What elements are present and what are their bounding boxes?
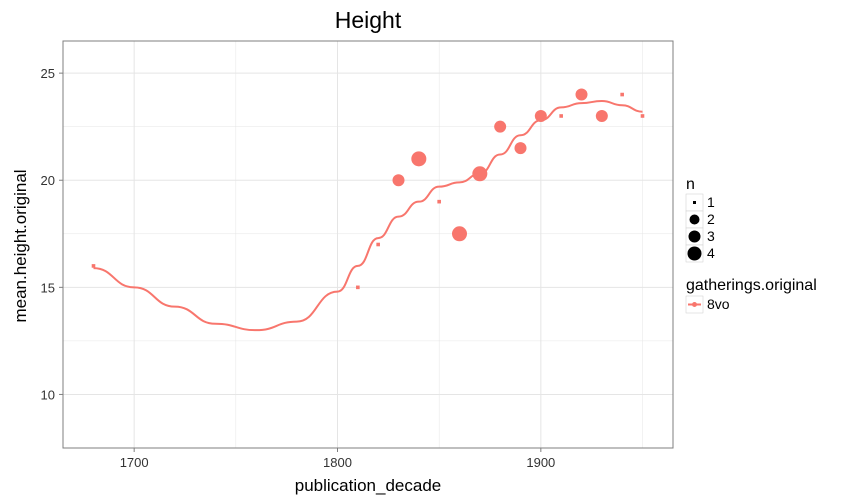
y-axis-title: mean.height.original <box>11 169 30 322</box>
points-layer <box>91 88 645 290</box>
data-point <box>437 199 441 204</box>
data-point <box>514 142 527 155</box>
legend-color-title: gatherings.original <box>686 277 817 294</box>
x-tick-label: 1900 <box>526 455 555 470</box>
y-tick-label: 15 <box>41 280 55 295</box>
x-tick-label: 1800 <box>323 455 352 470</box>
data-point <box>392 174 405 187</box>
legend-key-symbol <box>688 230 701 243</box>
data-point <box>411 151 427 167</box>
data-point <box>91 264 96 268</box>
plot-panel <box>62 40 674 449</box>
smooth-layer <box>93 99 643 332</box>
legend-label: 4 <box>707 245 715 261</box>
data-point <box>620 92 624 97</box>
y-axis: 10 15 20 25 <box>41 66 63 402</box>
data-point <box>472 166 488 182</box>
legend-size-title: n <box>686 176 695 193</box>
x-tick-label: 1700 <box>120 455 149 470</box>
data-point <box>494 120 507 133</box>
legend-key-symbol <box>693 201 696 204</box>
x-axis: 1700 1800 1900 <box>120 448 555 470</box>
chart-title: Height <box>335 7 402 33</box>
legend-key-point <box>692 302 697 307</box>
legend-key-symbol <box>689 214 700 225</box>
data-point <box>534 109 547 122</box>
legend-label: 3 <box>707 228 715 244</box>
smooth-line <box>93 99 643 332</box>
data-point <box>376 242 380 247</box>
grid <box>63 41 673 448</box>
y-tick-label: 25 <box>41 66 55 81</box>
data-point <box>452 226 467 242</box>
y-tick-label: 20 <box>41 173 55 188</box>
legend-label: 8vo <box>707 296 730 312</box>
data-point <box>640 114 645 118</box>
data-point <box>356 285 360 290</box>
y-tick-label: 10 <box>41 387 55 402</box>
legend-label: 1 <box>707 194 715 210</box>
legend-key-symbol <box>687 246 702 261</box>
data-point <box>575 88 588 101</box>
legend-label: 2 <box>707 211 715 227</box>
x-axis-title: publication_decade <box>295 476 442 495</box>
data-point <box>595 109 608 122</box>
data-point <box>559 114 563 118</box>
legend-color: gatherings.original 8vo <box>685 277 817 314</box>
